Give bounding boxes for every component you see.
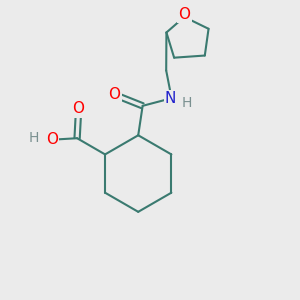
Text: H: H [28, 131, 39, 145]
Text: O: O [178, 7, 190, 22]
Text: O: O [73, 101, 85, 116]
Text: O: O [108, 87, 120, 102]
Text: N: N [165, 91, 176, 106]
Text: H: H [182, 96, 192, 110]
Text: O: O [46, 132, 58, 147]
